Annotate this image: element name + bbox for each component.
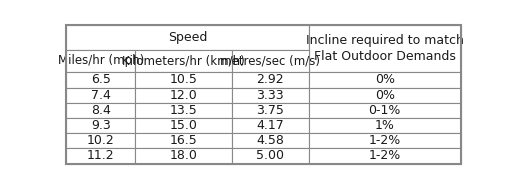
Bar	[232, 72, 309, 88]
Text: 6.5: 6.5	[91, 73, 111, 86]
Bar	[66, 133, 135, 148]
Text: Incline required to match
Flat Outdoor Demands: Incline required to match Flat Outdoor D…	[306, 34, 464, 63]
Text: 9.3: 9.3	[91, 119, 111, 132]
Text: Speed: Speed	[168, 31, 207, 44]
Bar	[66, 50, 135, 72]
Bar	[66, 88, 135, 103]
Text: 11.2: 11.2	[87, 149, 115, 163]
Text: 1-2%: 1-2%	[369, 134, 401, 147]
Bar	[309, 72, 461, 88]
Bar	[232, 103, 309, 118]
Bar	[232, 88, 309, 103]
Bar	[135, 72, 232, 88]
Bar	[135, 118, 232, 133]
Bar	[232, 50, 309, 72]
Bar	[232, 118, 309, 133]
Bar	[66, 148, 135, 164]
Bar	[135, 148, 232, 164]
Text: Kilometers/hr (km/h): Kilometers/hr (km/h)	[122, 54, 245, 68]
Bar	[135, 103, 232, 118]
Text: 3.75: 3.75	[256, 104, 284, 117]
Text: 8.4: 8.4	[91, 104, 111, 117]
Text: 18.0: 18.0	[170, 149, 197, 163]
Bar	[309, 118, 461, 133]
Text: 12.0: 12.0	[170, 89, 197, 102]
Text: 1%: 1%	[375, 119, 395, 132]
Text: 4.58: 4.58	[256, 134, 284, 147]
Bar	[66, 25, 309, 50]
Text: 15.0: 15.0	[170, 119, 197, 132]
Text: 10.5: 10.5	[170, 73, 197, 86]
Bar	[309, 103, 461, 118]
Text: 16.5: 16.5	[170, 134, 197, 147]
Text: 2.92: 2.92	[256, 73, 284, 86]
Text: Miles/hr (mph): Miles/hr (mph)	[58, 54, 144, 68]
Text: 13.5: 13.5	[170, 104, 197, 117]
Bar	[135, 88, 232, 103]
Bar	[309, 133, 461, 148]
Bar	[232, 148, 309, 164]
Text: 3.33: 3.33	[256, 89, 284, 102]
Text: 0%: 0%	[375, 73, 395, 86]
Text: 1-2%: 1-2%	[369, 149, 401, 163]
Text: 7.4: 7.4	[91, 89, 111, 102]
Text: 0-1%: 0-1%	[369, 104, 401, 117]
Bar	[232, 133, 309, 148]
Text: 10.2: 10.2	[87, 134, 115, 147]
Text: 4.17: 4.17	[256, 119, 284, 132]
Bar	[66, 118, 135, 133]
Text: 5.00: 5.00	[256, 149, 284, 163]
Bar	[135, 133, 232, 148]
Text: metres/sec (m/s): metres/sec (m/s)	[221, 54, 320, 68]
Bar	[135, 50, 232, 72]
Bar	[309, 88, 461, 103]
Bar	[309, 25, 461, 72]
Bar	[309, 148, 461, 164]
Bar	[66, 72, 135, 88]
Text: 0%: 0%	[375, 89, 395, 102]
Bar	[66, 103, 135, 118]
